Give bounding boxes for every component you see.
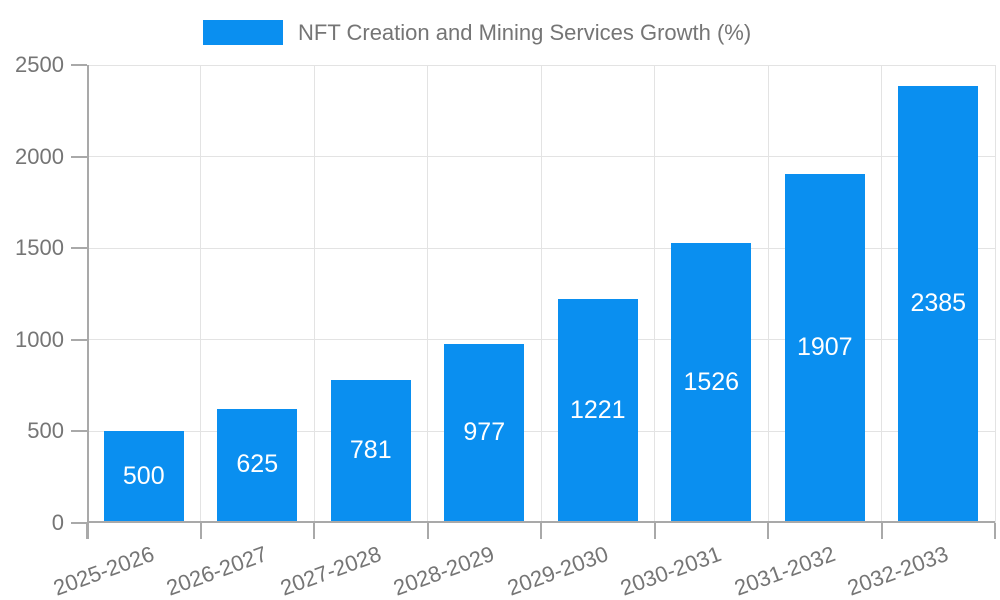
bar-value-label: 1526 <box>683 367 740 396</box>
x-tick-label: 2025-2026 <box>49 541 157 600</box>
x-tick-label: 2031-2032 <box>730 541 838 600</box>
x-tick-label: 2028-2029 <box>390 541 498 600</box>
x-gridline <box>313 65 315 523</box>
bar[interactable]: 2385 <box>898 86 979 521</box>
bar[interactable]: 977 <box>444 344 525 521</box>
x-tick-label: 2030-2031 <box>617 541 725 600</box>
y-tick-label: 2000 <box>15 143 64 169</box>
x-gridline <box>200 65 201 523</box>
bar[interactable]: 625 <box>217 408 298 521</box>
bar[interactable]: 1221 <box>557 299 638 521</box>
bar-value-label: 500 <box>122 461 165 490</box>
x-axis-tick <box>653 523 656 539</box>
y-tick-label: 0 <box>51 510 64 535</box>
y-tick-label: 2500 <box>15 52 64 77</box>
x-axis-tick <box>880 523 883 539</box>
x-tick-label: 2029-2030 <box>503 541 611 600</box>
y-axis-tick <box>71 247 87 250</box>
x-axis-line <box>87 521 995 523</box>
bar[interactable]: 500 <box>103 431 184 521</box>
y-axis-tick <box>71 64 87 66</box>
y-tick-label: 500 <box>27 418 64 444</box>
x-gridline <box>540 65 542 523</box>
legend-swatch <box>203 20 283 45</box>
bar[interactable]: 781 <box>330 379 411 521</box>
x-gridline <box>994 65 996 523</box>
bar[interactable]: 1526 <box>671 243 752 521</box>
legend[interactable]: NFT Creation and Mining Services Growth … <box>203 20 751 45</box>
x-tick-label: 2027-2028 <box>276 541 384 600</box>
x-tick-label: 2032-2033 <box>844 541 952 600</box>
x-gridline <box>767 65 769 523</box>
y-axis-line <box>87 65 89 539</box>
y-tick-label: 1500 <box>15 235 64 261</box>
legend-label: NFT Creation and Mining Services Growth … <box>298 20 752 45</box>
x-gridline <box>654 65 655 523</box>
bar[interactable]: 1907 <box>784 173 865 521</box>
y-axis-tick <box>71 155 87 158</box>
y-tick-label: 1000 <box>15 326 64 352</box>
bar-value-label: 1907 <box>796 332 853 361</box>
bar-value-label: 1221 <box>569 395 626 424</box>
x-tick-label: 2026-2027 <box>163 541 271 600</box>
x-gridline <box>881 65 882 523</box>
plot-area: 0 500 1000 1500 2000 2500 500 625 781 977 1221 1526… <box>15 53 996 600</box>
x-axis-tick <box>199 523 202 539</box>
bar-value-label: 781 <box>349 435 392 464</box>
x-axis-tick <box>313 523 315 539</box>
y-axis-tick <box>71 522 87 524</box>
bar-value-label: 625 <box>236 450 279 479</box>
y-axis-tick <box>71 338 87 341</box>
x-gridline <box>427 65 428 523</box>
x-axis-tick <box>426 523 429 539</box>
x-axis-tick <box>994 523 996 539</box>
bar-value-label: 977 <box>463 417 506 446</box>
y-axis-tick <box>71 430 87 433</box>
x-axis-tick <box>540 523 542 539</box>
bar-value-label: 2385 <box>910 289 967 318</box>
x-axis-tick <box>767 523 769 539</box>
